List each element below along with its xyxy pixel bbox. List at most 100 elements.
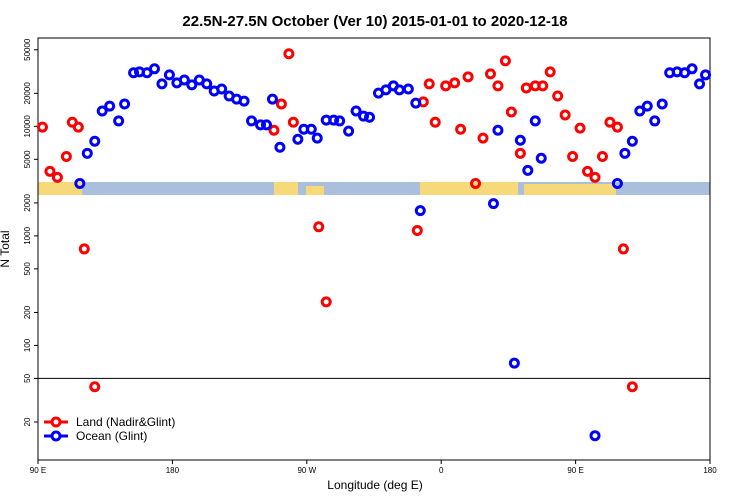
- x-tick-label: 180: [166, 466, 180, 475]
- point: [484, 68, 496, 80]
- point: [119, 98, 131, 110]
- y-tick-label: 100: [23, 338, 32, 352]
- y-tick-label: 2000: [23, 193, 32, 211]
- point: [78, 243, 90, 255]
- x-tick-label: 0: [439, 466, 444, 475]
- point: [81, 147, 93, 159]
- point: [402, 83, 414, 95]
- point: [508, 357, 520, 369]
- point: [89, 135, 101, 147]
- point: [343, 125, 355, 137]
- point: [462, 71, 474, 83]
- chart-title: 22.5N-27.5N October (Ver 10) 2015-01-01 …: [182, 13, 567, 30]
- point: [611, 177, 623, 189]
- point: [311, 132, 323, 144]
- point: [275, 98, 287, 110]
- point: [582, 165, 594, 177]
- point: [423, 78, 435, 90]
- x-tick-label: 90 W: [297, 466, 316, 475]
- point: [440, 80, 452, 92]
- point: [611, 121, 623, 133]
- point: [328, 114, 340, 126]
- x-tick-label: 90 E: [567, 466, 583, 475]
- point: [634, 105, 646, 117]
- point: [268, 124, 280, 136]
- point: [492, 124, 504, 136]
- point: [492, 80, 504, 92]
- point: [246, 115, 258, 127]
- point: [51, 171, 63, 183]
- point: [89, 381, 101, 393]
- point: [364, 111, 376, 123]
- point: [535, 152, 547, 164]
- point: [487, 198, 499, 210]
- point: [537, 80, 549, 92]
- point: [449, 77, 461, 89]
- point: [178, 74, 190, 86]
- legend-marker: [50, 416, 62, 428]
- land-strip: [38, 182, 616, 195]
- point: [156, 78, 168, 90]
- point: [320, 296, 332, 308]
- point: [694, 78, 706, 90]
- point: [477, 132, 489, 144]
- point: [619, 147, 631, 159]
- point: [529, 115, 541, 127]
- y-tick-label: 1000: [23, 226, 32, 244]
- point: [604, 116, 616, 128]
- point: [414, 205, 426, 217]
- x-tick-label: 180: [703, 466, 717, 475]
- point: [700, 69, 712, 81]
- point: [522, 164, 534, 176]
- point: [350, 105, 362, 117]
- x-tick-label: 90 E: [30, 466, 46, 475]
- point: [104, 100, 116, 112]
- point: [72, 121, 84, 133]
- point: [499, 55, 511, 67]
- point: [305, 123, 317, 135]
- y-tick-label: 20000: [23, 82, 32, 105]
- point: [113, 115, 125, 127]
- point: [255, 119, 267, 131]
- legend-marker: [50, 430, 62, 442]
- point: [649, 115, 661, 127]
- point: [626, 135, 638, 147]
- point: [96, 105, 108, 117]
- point: [552, 90, 564, 102]
- point: [201, 78, 213, 90]
- point: [505, 106, 517, 118]
- point: [520, 82, 532, 94]
- point: [559, 109, 571, 121]
- y-tick-label: 500: [23, 262, 32, 276]
- y-tick-label: 10000: [23, 115, 32, 138]
- legend-label: Land (Nadir&Glint): [76, 415, 175, 429]
- point: [274, 141, 286, 153]
- point: [641, 100, 653, 112]
- point: [589, 171, 601, 183]
- y-tick-label: 20: [23, 417, 32, 426]
- point: [44, 165, 56, 177]
- point: [283, 48, 295, 60]
- y-tick-label: 200: [23, 305, 32, 319]
- point: [544, 66, 556, 78]
- point: [266, 93, 278, 105]
- point: [514, 147, 526, 159]
- point: [287, 116, 299, 128]
- point: [410, 97, 422, 109]
- point: [596, 151, 608, 163]
- point: [292, 133, 304, 145]
- point: [216, 83, 228, 95]
- point: [626, 381, 638, 393]
- point: [393, 84, 405, 96]
- point: [589, 430, 601, 442]
- legend-label: Ocean (Glint): [76, 429, 147, 443]
- point: [74, 177, 86, 189]
- point: [163, 69, 175, 81]
- point: [358, 110, 370, 122]
- point: [260, 119, 272, 131]
- point: [313, 221, 325, 233]
- x-axis-label: Longitude (deg E): [327, 478, 422, 492]
- point: [574, 122, 586, 134]
- point: [617, 243, 629, 255]
- point: [470, 177, 482, 189]
